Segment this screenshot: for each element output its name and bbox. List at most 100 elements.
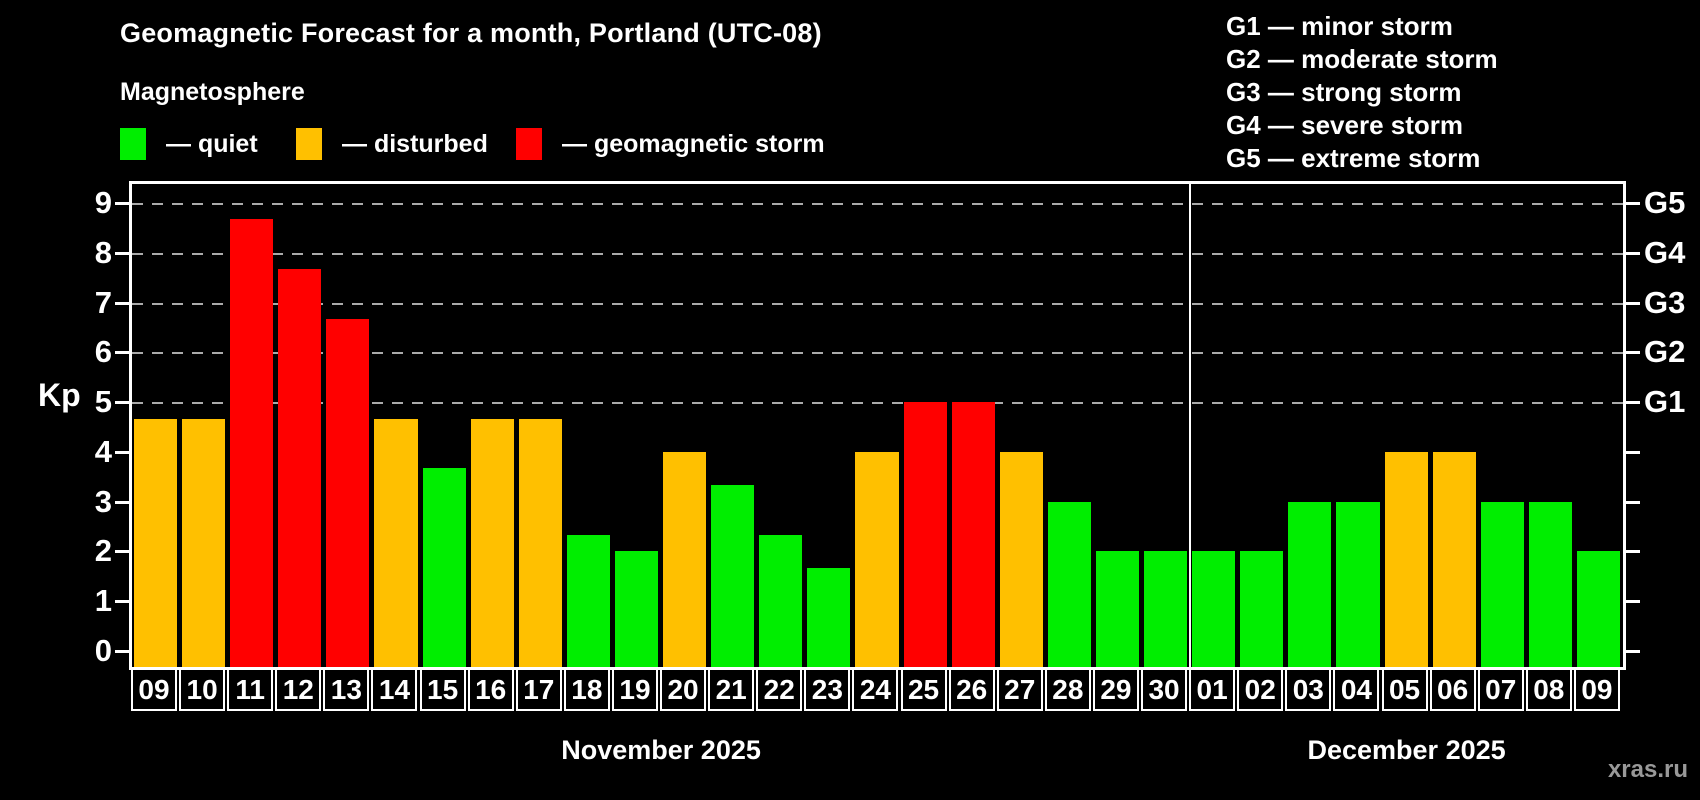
y-axis-tick-right-0: [1626, 650, 1640, 653]
x-axis-day-label: 11: [227, 668, 274, 711]
kp-bar-november-21: [711, 485, 755, 667]
kp-bar-december-04: [1336, 501, 1380, 667]
g-legend-line-g2: G2 — moderate storm: [1226, 44, 1498, 74]
month-label: November 2025: [561, 735, 761, 765]
y-axis-tick-right-8: [1626, 251, 1640, 255]
kp-bar-november-22: [759, 535, 803, 667]
x-axis-day-label: 09: [131, 668, 177, 711]
x-axis-day-label: 21: [708, 668, 755, 711]
x-axis-day-label: 16: [467, 668, 514, 711]
kp-bar-november-25: [903, 402, 947, 667]
kp-bar-november-10: [182, 418, 226, 667]
kp-bar-november-28: [1047, 501, 1091, 667]
y-axis-label-3: 3: [94, 483, 112, 519]
y-axis-title: Kp: [38, 377, 81, 413]
g-legend-line-g5: G5 — extreme storm: [1226, 143, 1481, 173]
kp-bar-november-16: [470, 418, 514, 667]
kp-bar-december-06: [1432, 451, 1476, 667]
kp-bar-december-03: [1288, 501, 1332, 667]
right-axis-label-g2: G2: [1644, 334, 1686, 370]
kp-bar-november-30: [1144, 551, 1188, 667]
y-axis-tick-left-6: [115, 351, 129, 355]
kp-bar-december-07: [1480, 501, 1524, 667]
g-legend-line-g3: G3 — strong storm: [1226, 77, 1462, 107]
kp-bar-december-02: [1240, 551, 1284, 667]
y-axis-tick-left-5: [115, 401, 129, 405]
y-axis-tick-left-8: [115, 251, 129, 255]
right-axis-label-g1: G1: [1644, 384, 1686, 420]
x-axis-day-label: 25: [900, 668, 947, 711]
kp-bar-november-12: [278, 269, 322, 667]
x-axis-day-label: 26: [948, 668, 995, 711]
x-axis-day-label: 13: [323, 668, 370, 711]
x-axis-day-label: 10: [179, 668, 226, 711]
kp-bar-december-08: [1528, 501, 1572, 667]
kp-bar-november-15: [422, 468, 466, 667]
disturbed-color-swatch: [296, 128, 322, 160]
x-axis-day-label: 08: [1525, 668, 1572, 711]
x-axis-day-label: 07: [1477, 668, 1524, 711]
x-axis-day-label: 06: [1429, 668, 1476, 711]
kp-bar-november-23: [807, 567, 851, 667]
x-axis-day-label: 18: [563, 668, 610, 711]
x-axis-day-label: 19: [611, 668, 658, 711]
kp-bar-november-17: [518, 418, 562, 667]
x-axis-day-label: 02: [1237, 668, 1284, 711]
x-axis-day-label: 05: [1381, 668, 1428, 711]
kp-bar-november-18: [566, 535, 610, 667]
gridline-kp9: [132, 202, 1623, 205]
x-axis-day-label: 04: [1333, 668, 1380, 711]
y-axis-label-1: 1: [94, 583, 112, 619]
right-axis-label-g4: G4: [1644, 234, 1686, 270]
y-axis-tick-left-9: [115, 201, 129, 205]
y-axis-tick-right-9: [1626, 201, 1640, 205]
kp-bar-november-20: [663, 451, 707, 667]
y-axis-label-2: 2: [94, 533, 112, 569]
right-axis-label-g3: G3: [1644, 284, 1686, 320]
kp-bar-november-14: [374, 418, 418, 667]
x-axis-day-label: 23: [804, 668, 851, 711]
y-axis-tick-right-2: [1626, 550, 1640, 554]
x-axis-day-label: 27: [996, 668, 1043, 711]
y-axis-label-5: 5: [94, 384, 112, 420]
gridline-kp7: [132, 302, 1623, 305]
y-axis-label-7: 7: [94, 284, 112, 320]
x-axis-day-label: 03: [1285, 668, 1332, 711]
x-axis-day-label: 12: [275, 668, 322, 711]
legend-label-storm: — geomagnetic storm: [562, 129, 825, 158]
y-axis-tick-right-3: [1626, 500, 1640, 504]
kp-bar-december-05: [1384, 451, 1428, 667]
gridline-kp5: [132, 402, 1623, 405]
kp-bar-november-24: [855, 451, 899, 667]
legend-item-quiet: — quiet: [120, 128, 258, 160]
y-axis-label-9: 9: [94, 184, 112, 220]
x-axis-day-label: 17: [515, 668, 562, 711]
legend-item-disturbed: — disturbed: [296, 128, 488, 160]
plot-area: [129, 181, 1626, 670]
chart-subtitle: Magnetosphere: [120, 78, 305, 106]
kp-bar-november-11: [230, 219, 274, 667]
y-axis-label-0: 0: [94, 633, 112, 668]
g-legend-line-g1: G1 — minor storm: [1226, 11, 1453, 41]
y-axis-tick-right-1: [1626, 600, 1640, 604]
month-separator: [1189, 184, 1192, 667]
y-axis-tick-right-4: [1626, 450, 1640, 454]
legend-item-storm: — geomagnetic storm: [516, 128, 825, 160]
page-title: Geomagnetic Forecast for a month, Portla…: [120, 18, 822, 48]
kp-bar-december-09: [1576, 551, 1620, 667]
x-axis-day-label: 22: [756, 668, 803, 711]
month-label: December 2025: [1307, 735, 1506, 765]
y-axis-tick-left-7: [115, 301, 129, 305]
y-axis-tick-right-5: [1626, 401, 1640, 405]
x-axis-day-label: 09: [1573, 668, 1620, 711]
legend-label-quiet: — quiet: [166, 129, 258, 158]
y-axis-tick-left-3: [115, 500, 129, 504]
y-axis-label-8: 8: [94, 234, 112, 270]
g-legend-line-g4: G4 — severe storm: [1226, 110, 1464, 140]
kp-bar-december-01: [1192, 551, 1236, 667]
g-scale-legend: G1 — minor storm G2 — moderate storm G3 …: [1226, 10, 1498, 175]
y-axis-tick-right-6: [1626, 351, 1640, 355]
watermark: xras.ru: [1607, 756, 1688, 783]
kp-bar-november-27: [999, 451, 1043, 667]
